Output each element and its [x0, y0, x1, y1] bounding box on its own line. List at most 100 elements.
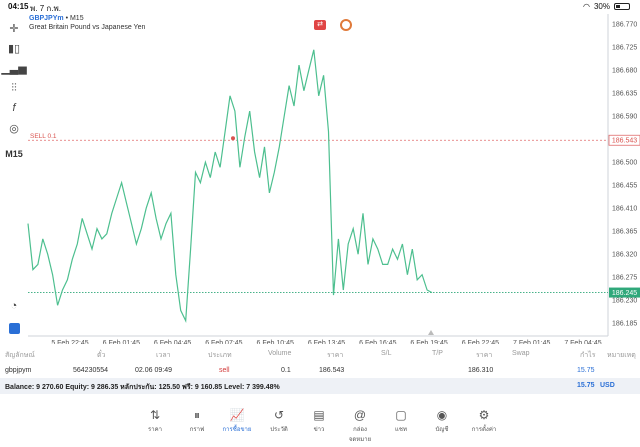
balance-bar: Balance: 9 270.60 Equity: 9 286.35 หลักป…	[0, 378, 640, 394]
header-comment: หมายเหตุ	[607, 352, 636, 359]
header-ticket: ตั๋ว	[97, 352, 106, 359]
symbol-title: GBPJPYm • M15	[29, 15, 84, 22]
nav-quotes[interactable]: ⇅ ราคา	[137, 408, 173, 434]
objects-icon[interactable]: ◎	[9, 122, 19, 135]
current-price-tag: 186.245	[612, 290, 637, 297]
function-icon[interactable]: f	[12, 102, 16, 114]
price-tick-label: 186.725	[612, 45, 637, 52]
crosshair-icon[interactable]: ✛	[9, 22, 19, 35]
timeframe-button[interactable]: M15	[5, 149, 23, 159]
symbol-separator: •	[63, 15, 70, 22]
nav-history-icon: ↺	[273, 408, 285, 422]
price-tick-label: 186.410	[612, 206, 637, 213]
candlestick-icon[interactable]: ▮▯	[7, 42, 21, 55]
header-volume: Volume	[268, 350, 292, 357]
sell-entry-marker	[231, 136, 235, 141]
status-right: ◠ 30%	[583, 2, 630, 11]
balance-text: Balance: 9 270.60 Equity: 9 286.35 หลักป…	[5, 384, 280, 391]
battery-percent: 30%	[593, 2, 610, 11]
time-tick-label: 7 Feb 01:45	[513, 340, 550, 344]
row-volume: 0.1	[281, 367, 291, 374]
row-current-price: 186.310	[468, 367, 494, 374]
indicator-icon[interactable]: ▁▃▅	[1, 62, 27, 75]
time-tick-label: 6 Feb 01:45	[103, 340, 140, 344]
row-ticket: 564230554	[73, 367, 109, 374]
nav-accounts-label: บัญชี	[435, 427, 449, 433]
chart-toolbar: ✛ ▮▯ ▁▃▅ ⫶⫶ f ◎ M15 ◔	[0, 14, 28, 344]
time-tick-label: 6 Feb 10:45	[257, 340, 294, 344]
symbol-description: Great Britain Pound vs Japanese Yen	[29, 24, 146, 31]
symbol-timeframe: M15	[69, 15, 84, 22]
price-series-line	[27, 49, 433, 323]
nav-settings-label: การตั้งค่า	[471, 427, 497, 433]
nav-mailbox-icon: @	[353, 408, 367, 422]
price-tick-label: 186.455	[612, 183, 637, 190]
header-tp: T/P	[432, 350, 443, 357]
price-tick-label: 186.770	[612, 22, 637, 29]
nav-chat-icon: ▢	[395, 408, 407, 422]
header-current-price: ราคา	[476, 352, 493, 359]
nav-news-label: ข่าว	[313, 427, 325, 433]
nav-history[interactable]: ↺ ประวัติ	[261, 408, 297, 434]
price-tick-label: 186.365	[612, 229, 637, 236]
price-tick-label: 186.500	[612, 160, 637, 167]
sell-indicator-icon[interactable]: ⇄	[314, 20, 326, 30]
nav-trade[interactable]: 📈 การซื้อขาย	[219, 408, 255, 434]
nav-quotes-icon: ⇅	[149, 408, 161, 422]
header-type: ประเภท	[208, 352, 232, 359]
price-tick-label: 186.635	[612, 91, 637, 98]
row-type: sell	[219, 367, 230, 374]
price-tick-label: 186.275	[612, 275, 637, 282]
status-date: พ. 7 ก.พ.	[30, 4, 61, 13]
balance-currency: USD	[600, 382, 615, 389]
time-tick-label: 6 Feb 16:45	[359, 340, 396, 344]
price-chart[interactable]: 186.770 186.725 186.680 186.635 186.590 186.5…	[0, 14, 640, 347]
nav-mailbox-label: กล่องจดหมาย	[348, 427, 372, 443]
current-price-tag-box	[609, 287, 640, 298]
price-tick-label: 186.680	[612, 68, 637, 75]
nav-news-icon: ▤	[313, 408, 325, 422]
time-tick-label: 7 Feb 04:45	[564, 340, 601, 344]
sell-order-label: SELL 0.1	[30, 133, 57, 140]
row-price: 186.543	[319, 367, 345, 374]
time-tick-label: 6 Feb 13:45	[308, 340, 345, 344]
time-tick-label: 6 Feb 22:45	[462, 340, 499, 344]
battery-icon	[614, 3, 630, 10]
nav-accounts[interactable]: ◉ บัญชี	[424, 408, 460, 434]
chart-area[interactable]: 186.770 186.725 186.680 186.635 186.590 186.5…	[0, 14, 640, 347]
header-sl: S/L	[381, 350, 392, 357]
one-click-trade-icon[interactable]	[4, 320, 24, 336]
header-swap: Swap	[512, 350, 530, 357]
settings-sliders-icon[interactable]: ⫶⫶	[11, 81, 17, 94]
time-tick-label: 6 Feb 04:45	[154, 340, 191, 344]
row-symbol[interactable]: gbpjpym	[5, 367, 32, 374]
time-tick-label: 6 Feb 07:45	[205, 340, 242, 344]
time-tick-label: 5 Feb 22:45	[51, 340, 88, 344]
nav-accounts-icon: ◉	[436, 408, 448, 422]
nav-chat-label: แชท	[395, 427, 407, 433]
nav-trade-label: การซื้อขาย	[222, 427, 252, 433]
nav-mailbox[interactable]: @ กล่องจดหมาย	[342, 408, 378, 444]
nav-quotes-label: ราคา	[148, 427, 162, 433]
status-time: 04:15	[8, 2, 29, 11]
price-tick-label: 186.320	[612, 252, 637, 259]
nav-chart[interactable]: ⏸ กราฟ	[179, 408, 215, 434]
nav-settings[interactable]: ⚙ การตั้งค่า	[466, 408, 502, 434]
status-bar: 04:15 พ. 7 ก.พ. ◠ 30%	[0, 0, 640, 14]
symbol-name: GBPJPYm	[29, 15, 64, 22]
nav-news[interactable]: ▤ ข่าว	[301, 408, 337, 434]
price-tick-label: 186.230	[612, 298, 637, 305]
nav-chart-icon: ⏸	[193, 408, 200, 422]
nav-history-label: ประวัติ	[270, 427, 288, 433]
buy-indicator-icon[interactable]	[340, 19, 352, 31]
nav-chart-label: กราฟ	[189, 427, 205, 433]
price-tick-label: 186.185	[612, 321, 637, 328]
nav-trade-icon: 📈	[229, 408, 245, 422]
nav-chat[interactable]: ▢ แชท	[383, 408, 419, 434]
sell-price-tag-box	[608, 134, 640, 146]
header-price: ราคา	[327, 352, 344, 359]
bottom-nav: ⇅ ราคา ⏸ กราฟ 📈 การซื้อขาย ↺ ประวัติ ▤ ข่าว @ กล่อง…	[0, 400, 640, 447]
nav-settings-icon: ⚙	[478, 408, 490, 422]
time-cursor-marker	[428, 330, 434, 335]
gauge-icon[interactable]: ◔	[10, 300, 18, 312]
